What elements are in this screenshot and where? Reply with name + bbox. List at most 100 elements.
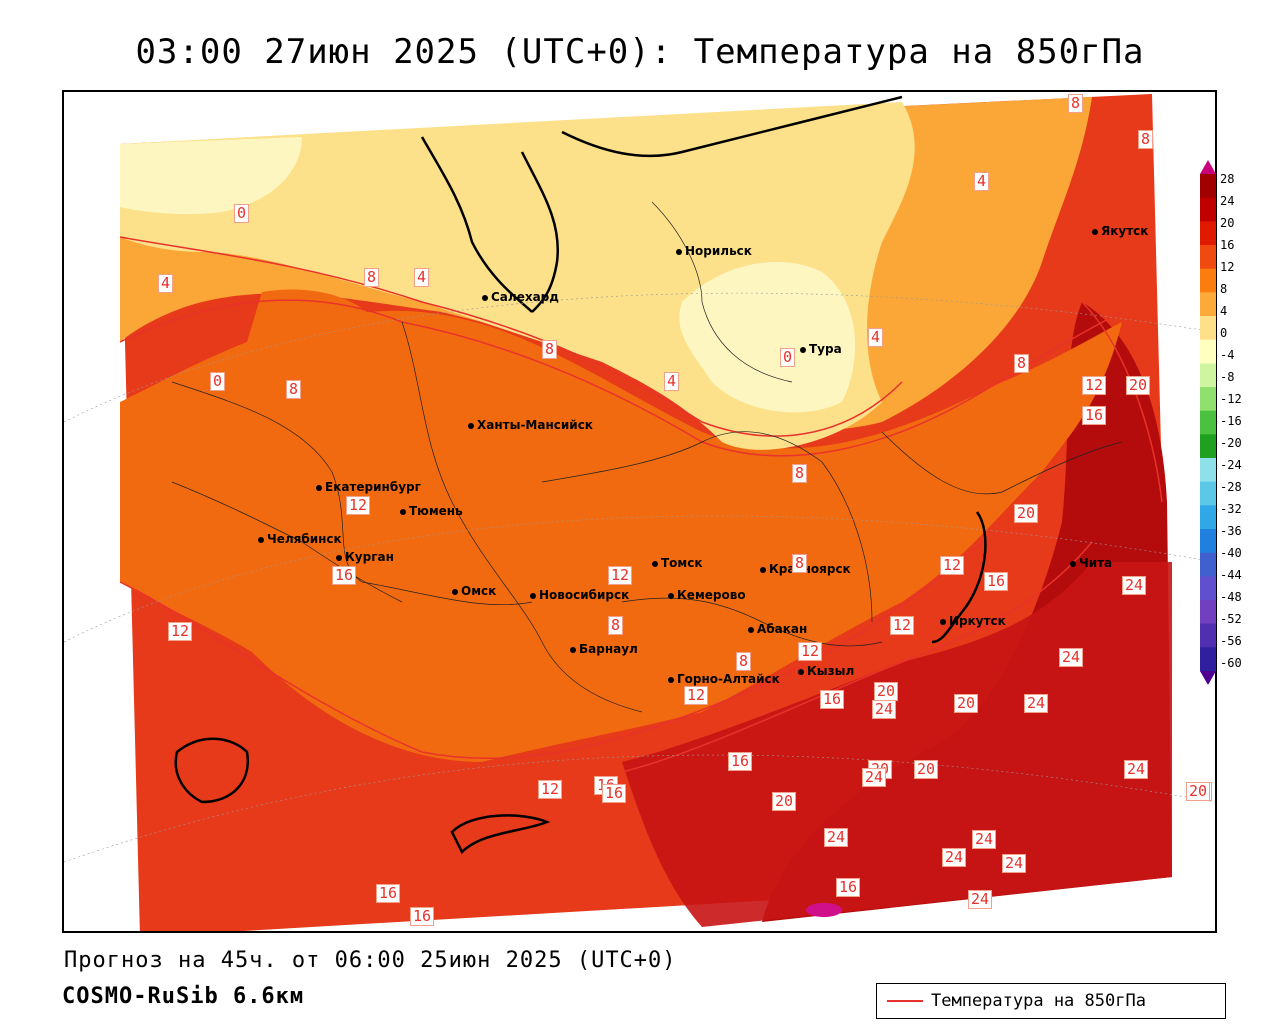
colorbar bbox=[1200, 160, 1216, 685]
temperature-map[interactable]: Норильск Якутск Салехард Тура Ханты-Манс… bbox=[62, 90, 1217, 933]
zone-0 bbox=[679, 262, 856, 413]
isotherm-label: 8 bbox=[792, 554, 808, 573]
colorbar-tick-label: 0 bbox=[1220, 326, 1228, 340]
isotherm-label: 24 bbox=[972, 830, 997, 849]
legend-label: Температура на 850гПа bbox=[931, 991, 1146, 1011]
isotherm-label: 24 bbox=[1124, 760, 1149, 779]
colorbar-tick-label: 4 bbox=[1220, 304, 1228, 318]
colorbar-tick-label: -52 bbox=[1220, 612, 1242, 626]
isotherm-label: 12 bbox=[538, 780, 563, 799]
isotherm-label: 16 bbox=[1082, 406, 1107, 425]
colorbar-tick-label: -44 bbox=[1220, 568, 1242, 582]
isotherm-label: 20 bbox=[954, 694, 979, 713]
colorbar-swatch bbox=[1200, 245, 1216, 270]
colorbar-tick-label: -60 bbox=[1220, 656, 1242, 670]
isotherm-label: 12 bbox=[346, 496, 371, 515]
colorbar-tick-label: -4 bbox=[1220, 348, 1235, 362]
isotherm-label: 24 bbox=[1122, 576, 1147, 595]
city-tura: Тура bbox=[800, 342, 842, 356]
colorbar-swatch bbox=[1200, 387, 1216, 412]
colorbar-swatch bbox=[1200, 197, 1216, 222]
isotherms bbox=[119, 236, 1163, 773]
isotherm-label: 16 bbox=[376, 884, 401, 903]
city-yakutsk: Якутск bbox=[1092, 224, 1148, 238]
colorbar-top-arrow bbox=[1200, 160, 1216, 174]
isotherm-label: 12 bbox=[684, 686, 709, 705]
colorbar-tick-label: 16 bbox=[1220, 238, 1235, 252]
colorbar-bottom-arrow bbox=[1200, 671, 1216, 685]
city-tomsk: Томск bbox=[652, 556, 703, 570]
zone-12-west bbox=[246, 289, 392, 432]
colorbar-tick-label: -24 bbox=[1220, 458, 1242, 472]
colorbar-tick-label: -48 bbox=[1220, 590, 1242, 604]
colorbar-tick-label: -56 bbox=[1220, 634, 1242, 648]
colorbar-swatch bbox=[1200, 363, 1216, 388]
isotherm-label: 4 bbox=[414, 268, 430, 287]
colorbar-swatch bbox=[1200, 316, 1216, 341]
colorbar-labels: 28 24 20 16 12 8 4 0 -4 -8 -12 -16 -20 -24 -28 -32 -36 -4… bbox=[1220, 168, 1242, 674]
isotherm-label: 8 bbox=[736, 652, 752, 671]
city-krasnoyarsk: Красноярск bbox=[760, 562, 851, 576]
colorbar-tick-label: -36 bbox=[1220, 524, 1242, 538]
city-gorno-altaysk: Горно-Алтайск bbox=[668, 672, 780, 686]
city-norilsk: Норильск bbox=[676, 244, 752, 258]
isotherm-label: 8 bbox=[542, 340, 558, 359]
isotherm-label: 0 bbox=[210, 372, 226, 391]
isotherm-label: 12 bbox=[940, 556, 965, 575]
isotherm-label: 24 bbox=[1059, 648, 1084, 667]
city-salekhard: Салехард bbox=[482, 290, 559, 304]
colorbar-tick-label: -20 bbox=[1220, 436, 1242, 450]
isotherm-label: 0 bbox=[780, 348, 796, 367]
isotherm-label: 20 bbox=[772, 792, 797, 811]
isotherm-label: 24 bbox=[862, 768, 887, 787]
model-name: COSMO-RuSib 6.6км bbox=[62, 984, 305, 1009]
colorbar-tick-label: -8 bbox=[1220, 370, 1235, 384]
isotherm-label: 8 bbox=[608, 616, 624, 635]
isotherm-label: 4 bbox=[664, 372, 680, 391]
isotherm-label: 16 bbox=[984, 572, 1009, 591]
colorbar-tick-label: -40 bbox=[1220, 546, 1242, 560]
isotherm-label: 24 bbox=[942, 848, 967, 867]
colorbar-swatch bbox=[1200, 174, 1216, 199]
city-kemerovo: Кемерово bbox=[668, 588, 746, 602]
isotherm-label: 16 bbox=[820, 690, 845, 709]
isotherm-label: 12 bbox=[798, 642, 823, 661]
isotherm-label: 0 bbox=[234, 204, 250, 223]
city-novosibirsk: Новосибирск bbox=[530, 588, 629, 602]
colorbar-tick-label: -16 bbox=[1220, 414, 1242, 428]
isotherm-label: 16 bbox=[836, 878, 861, 897]
isotherm-label: 20 bbox=[1126, 376, 1151, 395]
isotherm-label: 16 bbox=[602, 784, 627, 803]
isotherm-label: 12 bbox=[168, 622, 193, 641]
isotherm-label: 12 bbox=[1082, 376, 1107, 395]
isotherm-label: 12 bbox=[890, 616, 915, 635]
isotherm-label: 24 bbox=[1002, 854, 1027, 873]
city-barnaul: Барнаул bbox=[570, 642, 638, 656]
isotherm-label: 20 bbox=[1014, 504, 1039, 523]
zone-20-south bbox=[622, 562, 1172, 927]
city-abakan: Абакан bbox=[748, 622, 807, 636]
colorbar-swatch bbox=[1200, 481, 1216, 506]
map-canvas bbox=[64, 94, 1215, 931]
city-kyzyl: Кызыл bbox=[798, 664, 854, 678]
graticule bbox=[64, 292, 1215, 863]
colorbar-swatch bbox=[1200, 434, 1216, 459]
isotherm-label: 24 bbox=[824, 828, 849, 847]
city-omsk: Омск bbox=[452, 584, 496, 598]
isotherm-label: 8 bbox=[1014, 354, 1030, 373]
colorbar-tick-label: -32 bbox=[1220, 502, 1242, 516]
colorbar-swatch bbox=[1200, 410, 1216, 435]
city-chelyabinsk: Челябинск bbox=[258, 532, 342, 546]
colorbar-swatch bbox=[1200, 292, 1216, 317]
isotherm-label: 20 bbox=[1186, 782, 1211, 801]
city-tyumen: Тюмень bbox=[400, 504, 463, 518]
city-ekaterinburg: Екатеринбург bbox=[316, 480, 421, 494]
colorbar-tick-label: 12 bbox=[1220, 260, 1235, 274]
colorbar-tick-label: 24 bbox=[1220, 194, 1235, 208]
coastlines bbox=[174, 95, 987, 855]
colorbar-tick-label: -28 bbox=[1220, 480, 1242, 494]
colorbar-tick-label: 20 bbox=[1220, 216, 1235, 230]
map-title: 03:00 27июн 2025 (UTC+0): Температура на… bbox=[135, 32, 1145, 72]
isotherm-label: 8 bbox=[364, 268, 380, 287]
zone-28 bbox=[806, 903, 842, 917]
